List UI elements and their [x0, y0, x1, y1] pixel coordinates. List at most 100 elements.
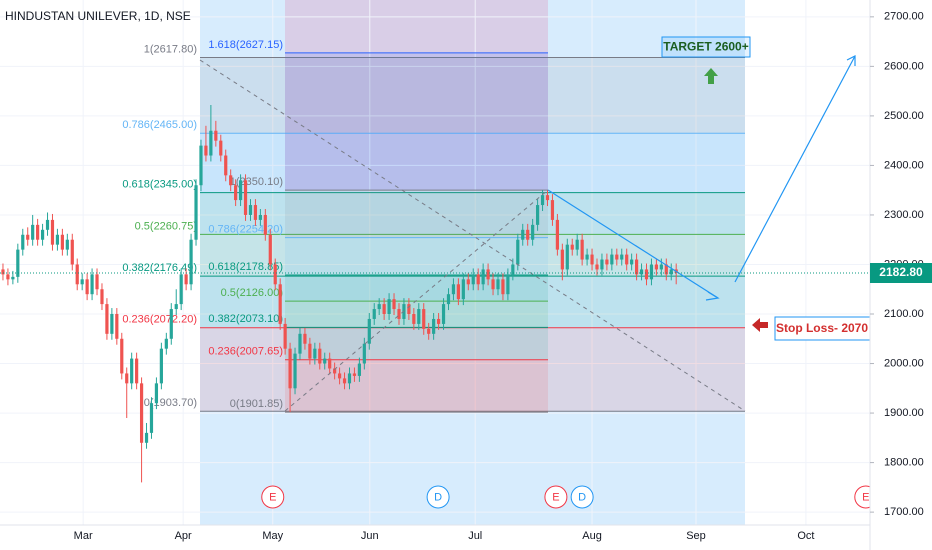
- candle-body: [521, 229, 525, 240]
- candle-body: [580, 239, 584, 260]
- candle-body: [595, 264, 599, 270]
- candle-body: [80, 279, 84, 285]
- candle-body: [387, 299, 391, 315]
- fib-zone: [200, 57, 745, 134]
- candle-body: [308, 343, 312, 359]
- candle-body: [639, 269, 644, 275]
- candle-body: [293, 353, 297, 389]
- event-marker: [426, 485, 450, 509]
- candle-body: [328, 358, 332, 369]
- candle-body: [531, 224, 535, 240]
- candle-body: [649, 264, 654, 280]
- candle-body: [36, 224, 40, 240]
- candle-body: [313, 348, 317, 359]
- candle-body: [461, 279, 465, 300]
- fib-level-label: 0(1901.85): [230, 398, 283, 410]
- arrow-head: [705, 291, 720, 301]
- candle-body: [31, 224, 35, 240]
- candle-body: [511, 264, 515, 275]
- fib-level-label: 1(2617.80): [144, 43, 197, 55]
- candle-body: [422, 309, 426, 329]
- candle-body: [471, 274, 475, 285]
- background-layer: [200, 0, 745, 525]
- candle-body: [224, 155, 228, 176]
- arrow-head: [846, 55, 856, 66]
- stop-loss-label: Stop Loss- 2070: [776, 321, 868, 335]
- candle-body: [298, 333, 302, 354]
- last-price-label: 2182.80: [879, 265, 923, 279]
- candle-body: [659, 264, 663, 270]
- candle-body: [85, 279, 89, 295]
- fib-zone: [200, 234, 745, 277]
- candle-body: [199, 145, 203, 186]
- candle-body: [392, 299, 396, 310]
- candle-body: [234, 185, 238, 201]
- candle-body: [110, 314, 114, 334]
- candle-body: [283, 323, 287, 349]
- candle-body: [219, 140, 223, 156]
- candle-body: [323, 358, 327, 364]
- candle-body: [70, 239, 74, 265]
- candle-body: [194, 185, 198, 240]
- candle-body: [436, 318, 441, 324]
- x-tick-label: Jul: [468, 530, 482, 542]
- candle-body: [75, 264, 79, 285]
- candle-body: [55, 234, 60, 245]
- left-arrow: [752, 318, 768, 332]
- candle-body: [139, 383, 144, 443]
- candle-body: [347, 373, 352, 384]
- fib-level-label: 1.618(2627.15): [208, 39, 283, 51]
- candle-layer: [1, 105, 678, 483]
- candle-body: [105, 304, 109, 334]
- fib-level-label: 0.382(2176.49): [122, 262, 197, 274]
- candle-body: [476, 274, 480, 285]
- y-tick-label: 2300.00: [884, 209, 924, 221]
- fib-zone: [200, 276, 745, 328]
- candle-body: [634, 259, 639, 275]
- fib-level-label: 0.786(2465.00): [122, 119, 197, 131]
- candle-body: [154, 383, 159, 404]
- candle-body: [144, 432, 149, 443]
- event-label: E: [269, 491, 276, 503]
- drawing-layer: TARGET 2600+ Stop Loss- 2070 E D E D E: [0, 36, 878, 509]
- time-axis-panel: [0, 525, 870, 550]
- candle-body: [456, 284, 460, 300]
- fib-level-label: 0.5(2126.00): [221, 287, 283, 299]
- candle-body: [620, 254, 624, 260]
- candle-body: [669, 269, 673, 275]
- candle-body: [357, 363, 361, 376]
- candle-body: [545, 195, 550, 201]
- candle-body: [367, 318, 371, 344]
- event-marker: [261, 485, 285, 509]
- fib-zone: [285, 237, 548, 275]
- candle-body: [120, 338, 124, 374]
- candle-body: [377, 304, 381, 310]
- candle-body: [570, 244, 574, 250]
- candle-body: [50, 219, 55, 245]
- fib-trend-line: [284, 189, 549, 412]
- candle-body: [303, 333, 307, 344]
- y-tick-label: 2000.00: [884, 357, 924, 369]
- candle-body: [204, 145, 208, 156]
- candle-body: [258, 214, 262, 220]
- candle-body: [644, 269, 649, 280]
- candle-body: [45, 219, 50, 230]
- candle-body: [412, 314, 416, 324]
- candle-body: [432, 318, 436, 334]
- candle-body: [318, 348, 322, 364]
- fib-level-label: 0.382(2073.10): [208, 313, 283, 325]
- x-tick-label: Oct: [797, 530, 814, 542]
- candle-body: [278, 284, 282, 324]
- candle-body: [65, 239, 69, 250]
- projection-line: [734, 55, 856, 283]
- candle-body: [585, 254, 589, 260]
- candle-body: [496, 279, 500, 290]
- candle-body: [184, 274, 188, 285]
- candle-body: [263, 214, 267, 235]
- candle-body: [26, 234, 30, 240]
- candle-body: [342, 378, 347, 384]
- fib-zone: [285, 52, 548, 191]
- y-tick-label: 2500.00: [884, 110, 924, 122]
